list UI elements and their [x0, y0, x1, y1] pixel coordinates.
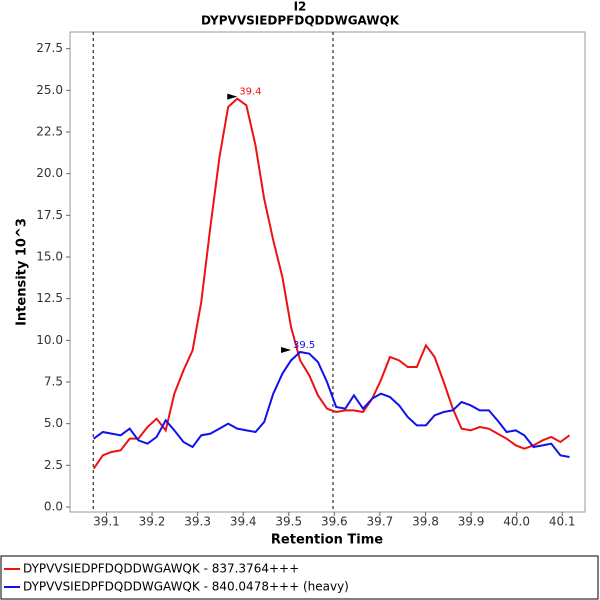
x-axis-label: Retention Time — [271, 533, 383, 548]
x-tick-label: 39.5 — [275, 515, 302, 529]
y-tick-label: 17.5 — [36, 208, 63, 222]
y-tick-label: 22.5 — [36, 125, 63, 139]
x-tick-label: 39.9 — [458, 515, 485, 529]
legend-box — [0, 555, 599, 600]
y-tick-label: 20.0 — [36, 166, 63, 180]
x-tick-label: 39.8 — [412, 515, 439, 529]
y-tick-label: 5.0 — [44, 416, 63, 430]
series-line — [92, 97, 571, 470]
y-tick-label: 12.5 — [36, 291, 63, 305]
chart-subtitle: DYPVVSIEDPFDQDDWGAWQK — [201, 14, 400, 28]
peak-label: 39.5 — [293, 340, 315, 351]
x-tick-label: 40.1 — [549, 515, 576, 529]
y-tick-label: 25.0 — [36, 83, 63, 97]
x-tick-label: 39.6 — [321, 515, 348, 529]
x-tick-label: 39.1 — [93, 515, 120, 529]
y-tick-label: 2.5 — [44, 458, 63, 472]
y-tick-label: 10.0 — [36, 333, 63, 347]
peak-marker — [281, 347, 292, 353]
legend-label: DYPVVSIEDPFDQDDWGAWQK - 840.0478+++ (hea… — [23, 580, 349, 594]
chart-title: I2 — [294, 0, 307, 14]
legend-label: DYPVVSIEDPFDQDDWGAWQK - 837.3764+++ — [23, 562, 299, 576]
x-tick-label: 40.0 — [503, 515, 530, 529]
y-tick-label: 15.0 — [36, 250, 63, 264]
y-tick-label: 27.5 — [36, 41, 63, 55]
y-tick-label: 0.0 — [44, 500, 63, 514]
x-tick-label: 39.2 — [139, 515, 166, 529]
peak-label: 39.4 — [239, 87, 261, 98]
x-tick-label: 39.7 — [367, 515, 394, 529]
y-axis-label: Intensity 10^3 — [15, 218, 30, 326]
series-line — [93, 350, 570, 458]
plot-frame — [69, 31, 586, 513]
peak-marker — [227, 93, 238, 100]
x-tick-label: 39.4 — [230, 515, 257, 529]
x-tick-label: 39.3 — [184, 515, 211, 529]
y-tick-label: 7.5 — [44, 375, 63, 389]
